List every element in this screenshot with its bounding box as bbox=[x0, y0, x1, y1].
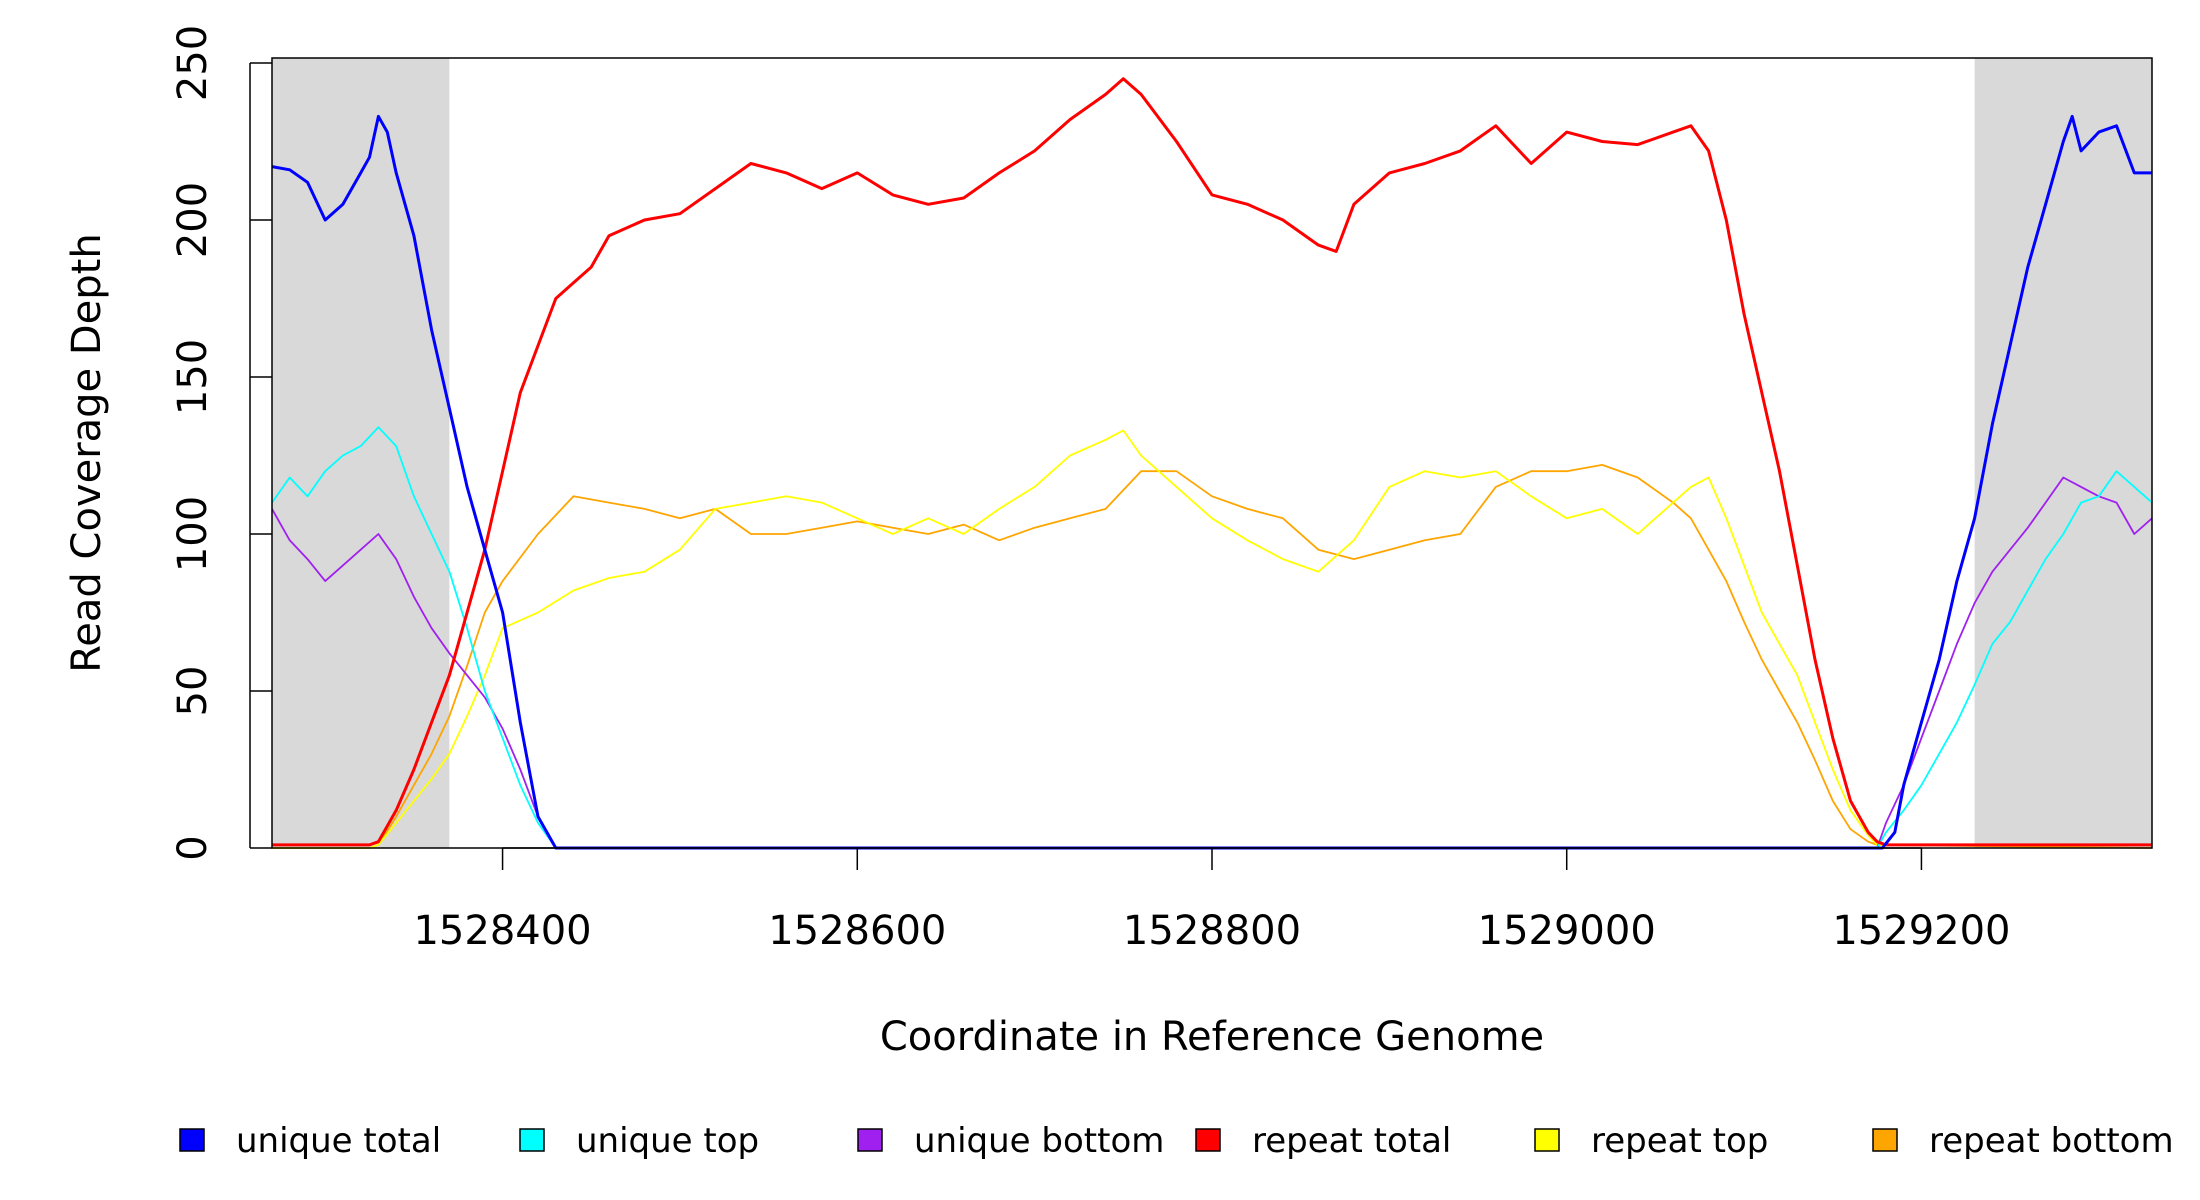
x-tick-label: 1528800 bbox=[1123, 908, 1301, 954]
legend-swatch bbox=[519, 1128, 545, 1152]
legend-label: unique total bbox=[236, 1121, 441, 1161]
y-tick-label: 200 bbox=[170, 182, 216, 258]
legend-swatch bbox=[857, 1128, 883, 1152]
y-axis-title: Read Coverage Depth bbox=[64, 233, 110, 672]
series-line-repeat-bottom bbox=[272, 463, 2153, 849]
y-tick-label: 50 bbox=[170, 666, 216, 717]
series-line-repeat-total bbox=[272, 77, 2152, 847]
legend-swatch bbox=[179, 1128, 205, 1152]
x-axis: 1528400 1528600 1528800 1529000 1529200 bbox=[413, 847, 2011, 954]
plot-lines bbox=[271, 77, 2153, 850]
legend-swatch bbox=[1534, 1128, 1560, 1152]
series-line-unique-bottom bbox=[271, 476, 2153, 849]
legend-item-unique-bottom: unique bottom bbox=[857, 1121, 1164, 1161]
x-tick-label: 1528400 bbox=[413, 908, 591, 954]
y-axis: 0 50 100 150 200 250 bbox=[170, 25, 272, 861]
legend: unique total unique top unique bottom repea… bbox=[179, 1121, 2174, 1161]
x-tick-label: 1529000 bbox=[1478, 908, 1656, 954]
legend-item-repeat-total: repeat total bbox=[1195, 1121, 1451, 1161]
legend-label: repeat top bbox=[1591, 1121, 1768, 1161]
legend-item-unique-total: unique total bbox=[179, 1121, 441, 1161]
legend-label: unique bottom bbox=[914, 1121, 1164, 1161]
series-line-repeat-top bbox=[272, 429, 2152, 849]
legend-label: unique top bbox=[576, 1121, 759, 1161]
plot-frame bbox=[271, 57, 2153, 849]
shaded-region-1 bbox=[272, 58, 450, 848]
legend-item-unique-top: unique top bbox=[519, 1121, 759, 1161]
legend-item-repeat-bottom: repeat bottom bbox=[1872, 1121, 2174, 1161]
x-tick-label: 1528600 bbox=[768, 908, 946, 954]
y-tick-label: 150 bbox=[170, 339, 216, 415]
shaded-regions bbox=[272, 58, 2152, 848]
x-tick-label: 1529200 bbox=[1832, 908, 2010, 954]
legend-label: repeat bottom bbox=[1929, 1121, 2174, 1161]
legend-label: repeat total bbox=[1252, 1121, 1451, 1161]
legend-swatch bbox=[1872, 1128, 1898, 1152]
legend-item-repeat-top: repeat top bbox=[1534, 1121, 1768, 1161]
y-tick-label: 250 bbox=[170, 25, 216, 101]
legend-swatch bbox=[1195, 1128, 1221, 1152]
x-axis-title: Coordinate in Reference Genome bbox=[880, 1014, 1544, 1060]
shaded-region-2 bbox=[1974, 58, 2152, 848]
y-tick-label: 100 bbox=[170, 496, 216, 572]
series-line-unique-top bbox=[271, 426, 2153, 849]
series-line-unique-total bbox=[271, 114, 2152, 850]
y-tick-label: 0 bbox=[170, 835, 216, 860]
